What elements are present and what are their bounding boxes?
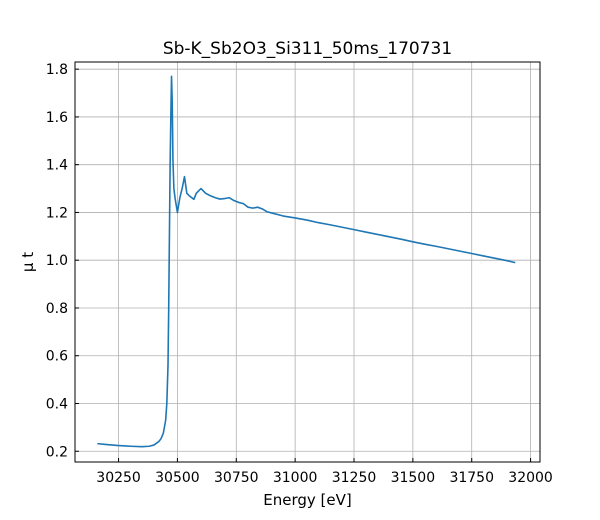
series-layer xyxy=(97,75,516,448)
x-tick-label: 30250 xyxy=(96,470,141,486)
x-axis-label: Energy [eV] xyxy=(263,491,351,509)
y-tick-label: 1.8 xyxy=(46,62,68,78)
grid-lines xyxy=(75,62,540,462)
x-tick-label: 32000 xyxy=(508,470,553,486)
y-axis-label: μ t xyxy=(19,252,37,272)
x-tick-label: 30750 xyxy=(214,470,259,486)
y-tick-label: 0.8 xyxy=(46,301,68,317)
series-line xyxy=(97,75,516,448)
tick-marks xyxy=(75,68,532,462)
y-tick-label: 0.6 xyxy=(46,349,68,365)
x-tick-labels: 30250 30500 30750 31000 31250 31500 31750 32000 xyxy=(96,470,553,486)
y-tick-label: 0.2 xyxy=(46,444,68,460)
axes-frame xyxy=(74,61,541,463)
y-tick-label: 1.4 xyxy=(46,158,68,174)
chart-title: Sb-K_Sb2O3_Si311_50ms_170731 xyxy=(163,39,452,59)
y-tick-label: 0.4 xyxy=(46,396,68,412)
x-tick-label: 31500 xyxy=(391,470,436,486)
y-tick-labels: 0.2 0.4 0.6 0.8 1.0 1.2 1.4 1.6 1.8 xyxy=(46,62,68,460)
x-tick-label: 31000 xyxy=(273,470,318,486)
y-tick-label: 1.2 xyxy=(46,205,68,221)
x-tick-label: 31250 xyxy=(332,470,377,486)
y-tick-label: 1.0 xyxy=(46,253,68,269)
y-tick-label: 1.6 xyxy=(46,110,68,126)
x-tick-label: 31750 xyxy=(449,470,494,486)
x-tick-label: 30500 xyxy=(155,470,200,486)
